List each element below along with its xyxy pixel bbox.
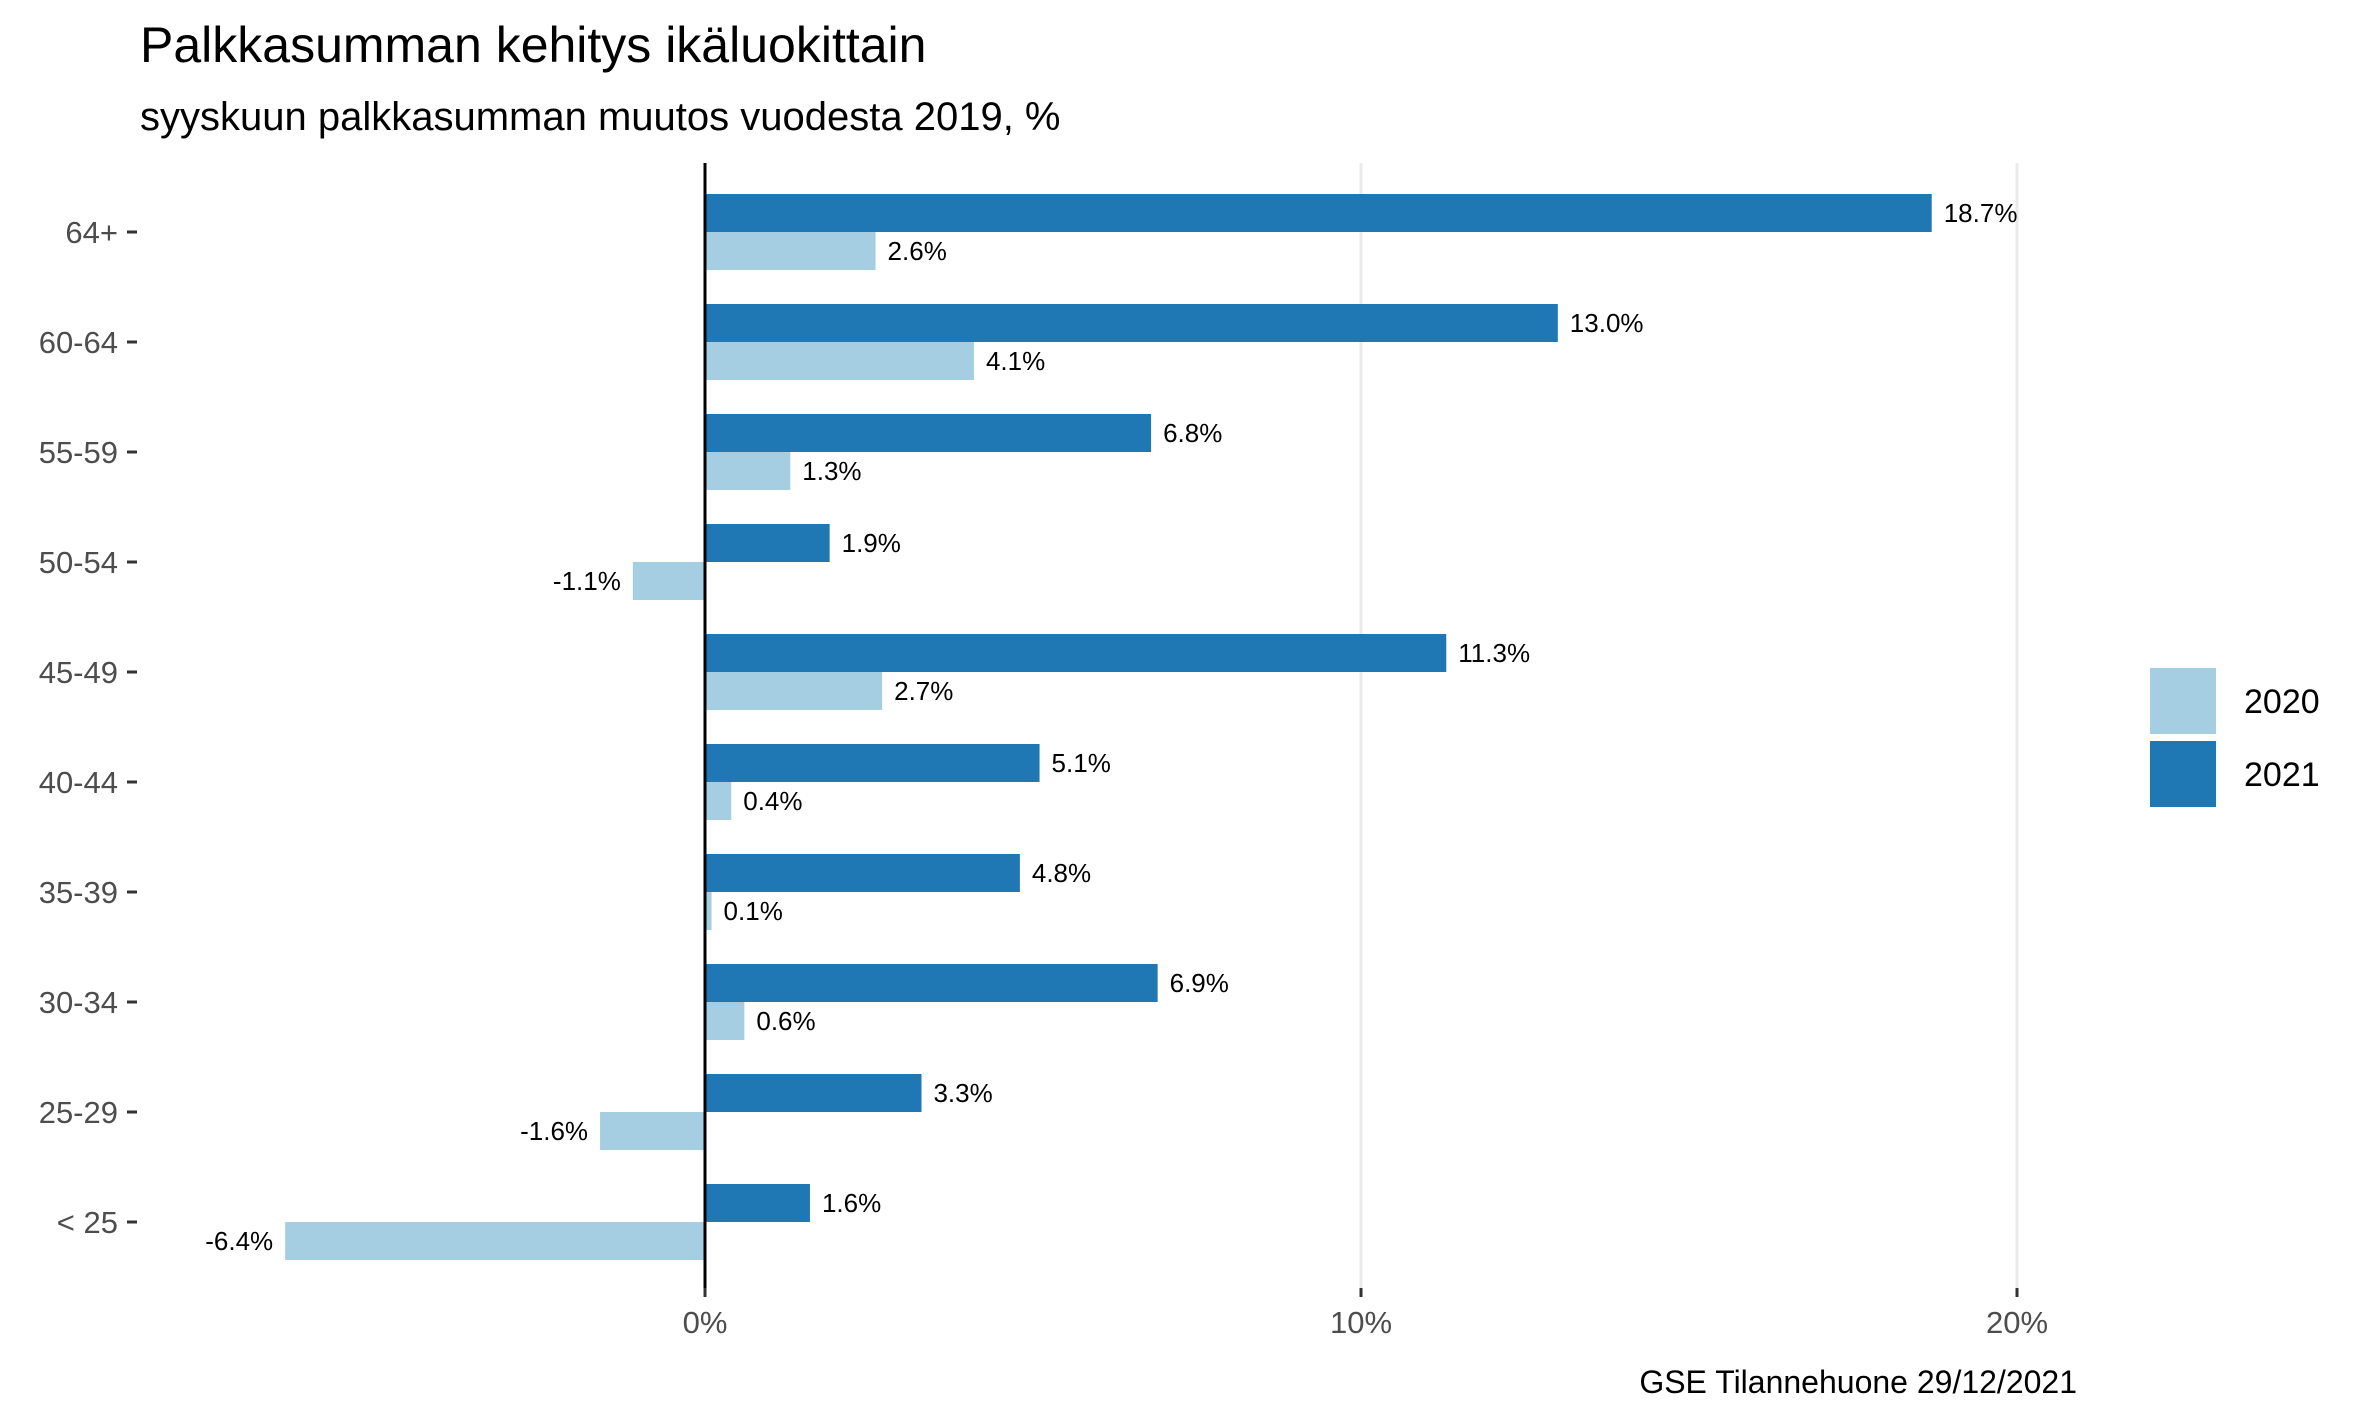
- data-label-2021: 6.9%: [1170, 968, 1229, 998]
- data-label-2020: -1.6%: [520, 1116, 588, 1146]
- x-tick-label: 10%: [1330, 1305, 1392, 1340]
- chart-title: Palkkasumman kehitys ikäluokittain: [140, 17, 926, 73]
- bar-2021: [705, 1074, 922, 1112]
- data-label-2021: 1.9%: [842, 528, 901, 558]
- data-label-2020: -1.1%: [553, 566, 621, 596]
- y-tick-label: < 25: [57, 1205, 118, 1240]
- data-label-2021: 4.8%: [1032, 858, 1091, 888]
- bar-2020: [705, 892, 712, 930]
- data-label-2020: 0.4%: [743, 786, 802, 816]
- data-label-2020: 2.7%: [894, 676, 953, 706]
- gridlines: [1359, 163, 2019, 1288]
- x-tick-label: 20%: [1986, 1305, 2048, 1340]
- bars: [285, 194, 1932, 1260]
- data-label-2020: 2.6%: [888, 236, 947, 266]
- chart-subtitle: syyskuun palkkasumman muutos vuodesta 20…: [140, 95, 1061, 139]
- data-label-2021: 18.7%: [1944, 198, 2018, 228]
- x-axis: 0% 10% 20%: [683, 163, 2048, 1340]
- y-tick-label: 25-29: [39, 1095, 118, 1130]
- bar-2020: [705, 452, 791, 490]
- bar-2021: [705, 964, 1158, 1002]
- bar-2021: [705, 524, 830, 562]
- legend: 2020 2021: [2150, 668, 2320, 807]
- bar-2021: [705, 304, 1558, 342]
- legend-swatch-2021: [2150, 741, 2216, 807]
- bar-2021: [705, 634, 1447, 672]
- data-label-2021: 1.6%: [822, 1188, 881, 1218]
- bar-2021: [705, 854, 1020, 892]
- y-tick-label: 35-39: [39, 875, 118, 910]
- bar-2021: [705, 194, 1932, 232]
- y-tick-label: 50-54: [39, 545, 118, 580]
- y-tick-label: 55-59: [39, 435, 118, 470]
- bar-2020: [705, 672, 883, 710]
- data-label-2020: -6.4%: [205, 1226, 273, 1256]
- data-label-2020: 0.6%: [756, 1006, 815, 1036]
- y-tick-label: 40-44: [39, 765, 118, 800]
- data-label-2021: 13.0%: [1570, 308, 1644, 338]
- data-label-2020: 1.3%: [802, 456, 861, 486]
- y-tick-label: 30-34: [39, 985, 118, 1020]
- bar-2021: [705, 744, 1040, 782]
- data-label-2021: 3.3%: [933, 1078, 992, 1108]
- legend-label-2020: 2020: [2244, 683, 2320, 721]
- bar-2020: [600, 1112, 705, 1150]
- x-tick-label: 0%: [683, 1305, 728, 1340]
- chart-caption: GSE Tilannehuone 29/12/2021: [1639, 1364, 2077, 1400]
- data-label-2021: 6.8%: [1163, 418, 1222, 448]
- data-label-2020: 4.1%: [986, 346, 1045, 376]
- bar-2020: [705, 1002, 745, 1040]
- bar-2021: [705, 414, 1152, 452]
- bar-2020: [705, 342, 974, 380]
- legend-label-2021: 2021: [2244, 756, 2320, 794]
- y-tick-label: 64+: [65, 215, 118, 250]
- bar-2020: [632, 562, 705, 600]
- bar-2020: [285, 1222, 705, 1260]
- y-axis: 64+ 60-64 55-59 50-54 45-49 40-44 35-39 30-34 25…: [39, 215, 137, 1240]
- data-label-2021: 5.1%: [1052, 748, 1111, 778]
- y-tick-label: 60-64: [39, 325, 118, 360]
- bar-2020: [705, 782, 732, 820]
- data-label-2021: 11.3%: [1458, 638, 1530, 668]
- y-tick-label: 45-49: [39, 655, 118, 690]
- bar-2021: [705, 1184, 810, 1222]
- data-labels: 18.7% 2.6% 13.0% 4.1% 6.8% 1.3% 1.9% -1.1% 11.3%…: [205, 198, 2017, 1256]
- bar-2020: [705, 232, 876, 270]
- data-label-2020: 0.1%: [724, 896, 783, 926]
- legend-swatch-2020: [2150, 668, 2216, 734]
